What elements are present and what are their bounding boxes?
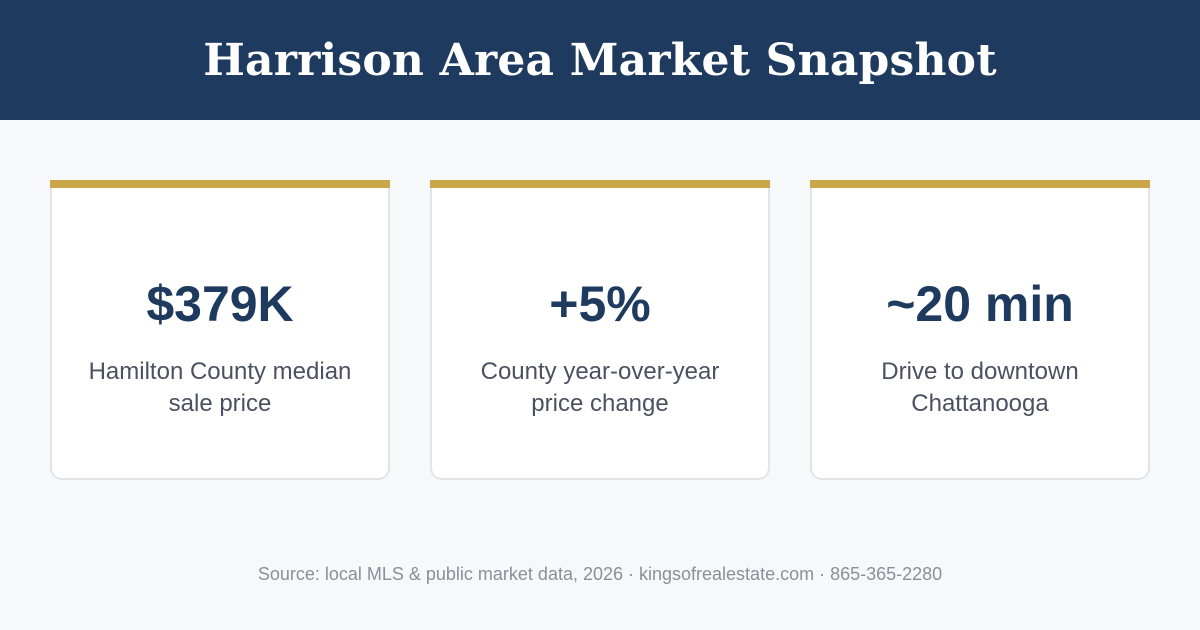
stat-card-median-price: $379K Hamilton County median sale price: [50, 180, 390, 480]
source-footer: Source: local MLS & public market data, …: [257, 564, 943, 584]
stat-value: +5%: [549, 276, 651, 332]
stat-label: Hamilton County median sale price: [88, 358, 352, 417]
stat-label: Drive to downtown Chattanooga: [881, 358, 1079, 417]
stat-value: ~20 min: [886, 276, 1074, 332]
stat-value: $379K: [146, 276, 294, 332]
stats-cards: $379K Hamilton County median sale price …: [50, 180, 1150, 480]
stat-card-price-change: +5% County year-over-year price change: [430, 180, 770, 480]
stat-card-drive-time: ~20 min Drive to downtown Chattanooga: [810, 180, 1150, 480]
card-accent-bar: [50, 180, 390, 188]
header-banner: Harrison Area Market Snapshot: [0, 0, 1200, 120]
card-accent-bar: [810, 180, 1150, 188]
stat-label: County year-over-year price change: [480, 358, 720, 417]
page-title: Harrison Area Market Snapshot: [203, 34, 997, 86]
card-accent-bar: [430, 180, 770, 188]
